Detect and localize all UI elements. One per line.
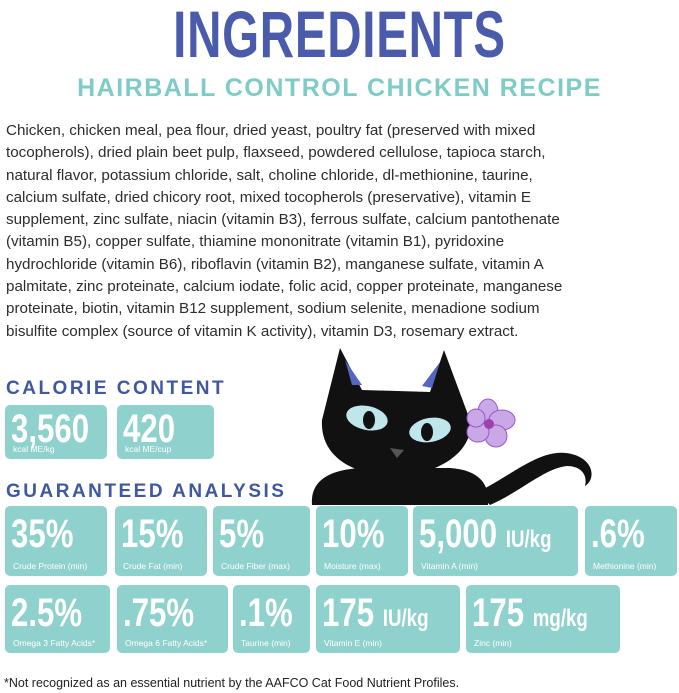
ingredient-line: hydrochloride (vitamin B6), riboflavin (… — [6, 255, 544, 273]
stat-label: Zinc (min) — [474, 638, 512, 648]
stat-value: 5,000 IU/kg — [419, 512, 552, 557]
subtitle: HAIRBALL CONTROL CHICKEN RECIPE — [77, 74, 602, 102]
ingredient-line: supplement, zinc sulfate, niacin (vitami… — [6, 211, 560, 229]
stat-number: 5% — [219, 512, 265, 556]
stat-number: 420 — [123, 407, 176, 451]
stat-label: Vitamin E (min) — [324, 638, 382, 648]
stat-number: .1% — [239, 591, 293, 635]
stat-number: 35% — [11, 512, 74, 556]
stat-value: 420 — [123, 407, 175, 452]
stat-value: .1% — [239, 591, 293, 636]
stat-label: Moisture (max) — [324, 561, 381, 571]
stat-box: .75% Omega 6 Fatty Acids* — [117, 585, 228, 653]
ingredient-line: tocopherols), dried plain beet pulp, fla… — [6, 144, 546, 162]
stat-value: 3,560 — [11, 407, 89, 452]
stat-box: 10% Moisture (max) — [316, 506, 408, 576]
footnote: *Not recognized as an essential nutrient… — [4, 676, 460, 690]
stat-label: Crude Protein (min) — [13, 561, 88, 571]
stat-box: 2.5% Omega 3 Fatty Acids* — [5, 585, 110, 653]
title: INGREDIENTS — [173, 0, 506, 71]
stat-value: 5% — [219, 512, 264, 557]
stat-number: 5,000 — [419, 512, 498, 556]
stat-value: 15% — [121, 512, 183, 557]
stat-box: 175 mg/kg Zinc (min) — [466, 585, 620, 653]
ingredient-line: proteinate, biotin, vitamin B12 suppleme… — [6, 300, 540, 318]
stat-label: Omega 6 Fatty Acids* — [125, 638, 208, 648]
stat-box: 5,000 IU/kg Vitamin A (min) — [413, 506, 578, 576]
stat-number: .6% — [591, 512, 645, 556]
ingredient-line: Chicken, chicken meal, pea flour, dried … — [6, 122, 536, 139]
stat-number: .75% — [123, 591, 195, 635]
stat-box: 175 IU/kg Vitamin E (min) — [316, 585, 460, 653]
stat-value: 175 mg/kg — [472, 591, 588, 636]
stat-unit: IU/kg — [505, 526, 552, 553]
stat-box: .1% Taurine (min) — [233, 585, 310, 653]
stat-number: 15% — [121, 512, 184, 556]
stat-number: 175 — [322, 591, 375, 635]
stat-unit: IU/kg — [382, 605, 429, 632]
stat-box: 5% Crude Fiber (max) — [213, 506, 310, 576]
stat-value: .75% — [123, 591, 194, 636]
stat-value: 2.5% — [11, 591, 82, 636]
ingredient-list: Chicken, chicken meal, pea flour, dried … — [6, 120, 562, 343]
stat-box: 3,560 kcal ME/kg — [5, 405, 107, 459]
stat-number: 10% — [322, 512, 385, 556]
stat-label: kcal ME/cup — [125, 444, 172, 454]
stat-label: kcal ME/kg — [13, 444, 55, 454]
stat-number: 2.5% — [11, 591, 83, 635]
stat-label: Crude Fiber (max) — [221, 561, 290, 571]
stat-box: 15% Crude Fat (min) — [115, 506, 207, 576]
stat-label: Omega 3 Fatty Acids* — [13, 638, 96, 648]
ingredient-line: (vitamin B5), copper sulfate, thiamine m… — [6, 233, 505, 251]
ingredient-line: natural flavor, potassium chloride, salt… — [6, 166, 533, 184]
stat-box: .6% Methionine (min) — [585, 506, 677, 576]
stat-label: Taurine (min) — [241, 638, 291, 648]
stat-value: 35% — [11, 512, 73, 557]
stat-label: Vitamin A (min) — [421, 561, 479, 571]
stat-value: .6% — [591, 512, 645, 557]
stat-number: 175 — [472, 591, 525, 635]
stat-value: 10% — [322, 512, 384, 557]
stat-box: 35% Crude Protein (min) — [5, 506, 107, 576]
stat-label: Methionine (min) — [593, 561, 657, 571]
stat-value: 175 IU/kg — [322, 591, 429, 636]
stat-unit: mg/kg — [532, 605, 588, 632]
stat-number: 3,560 — [11, 407, 90, 451]
stat-box: 420 kcal ME/cup — [117, 405, 214, 459]
section-heading: GUARANTEED ANALYSIS — [6, 481, 287, 502]
ingredient-line: bisulfite complex (source of vitamin K a… — [6, 322, 519, 340]
ingredient-line: calcium sulfate, dried chicory root, mix… — [6, 188, 532, 206]
ingredient-line: palmitate, zinc proteinate, calcium ioda… — [6, 278, 563, 296]
stat-label: Crude Fat (min) — [123, 561, 183, 571]
section-heading: CALORIE CONTENT — [6, 378, 227, 399]
